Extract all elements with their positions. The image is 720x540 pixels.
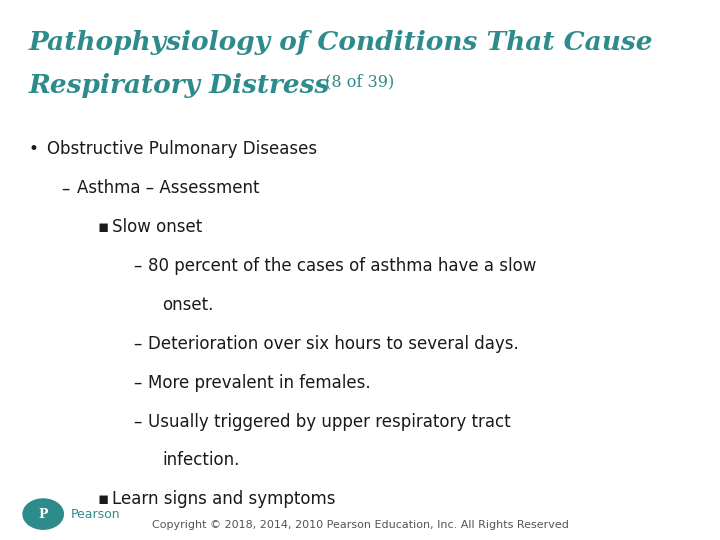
Text: –: – [133,335,142,353]
Text: Copyright © 2018, 2014, 2010 Pearson Education, Inc. All Rights Reserved: Copyright © 2018, 2014, 2010 Pearson Edu… [152,520,568,530]
Text: –: – [133,413,142,430]
Circle shape [23,499,63,529]
Text: Usually triggered by upper respiratory tract: Usually triggered by upper respiratory t… [148,413,510,430]
Text: Asthma – Assessment: Asthma – Assessment [77,179,259,197]
Text: •: • [29,140,39,158]
Text: More prevalent in females.: More prevalent in females. [148,374,370,391]
Text: –: – [61,179,70,197]
Text: Pearson: Pearson [71,508,120,521]
Text: Slow onset: Slow onset [112,218,202,236]
Text: 80 percent of the cases of asthma have a slow: 80 percent of the cases of asthma have a… [148,257,536,275]
Text: Respiratory Distress: Respiratory Distress [29,73,330,98]
Text: Obstructive Pulmonary Diseases: Obstructive Pulmonary Diseases [47,140,317,158]
Text: Learn signs and symptoms: Learn signs and symptoms [112,490,335,508]
Text: –: – [133,374,142,391]
Text: Deterioration over six hours to several days.: Deterioration over six hours to several … [148,335,518,353]
Text: Pathophysiology of Conditions That Cause: Pathophysiology of Conditions That Cause [29,30,653,55]
Text: –: – [133,257,142,275]
Text: infection.: infection. [162,451,239,469]
Text: (8 of 39): (8 of 39) [320,73,395,90]
Text: P: P [38,508,48,521]
Text: ▪: ▪ [97,490,109,508]
Text: onset.: onset. [162,296,213,314]
Text: ▪: ▪ [97,218,109,236]
